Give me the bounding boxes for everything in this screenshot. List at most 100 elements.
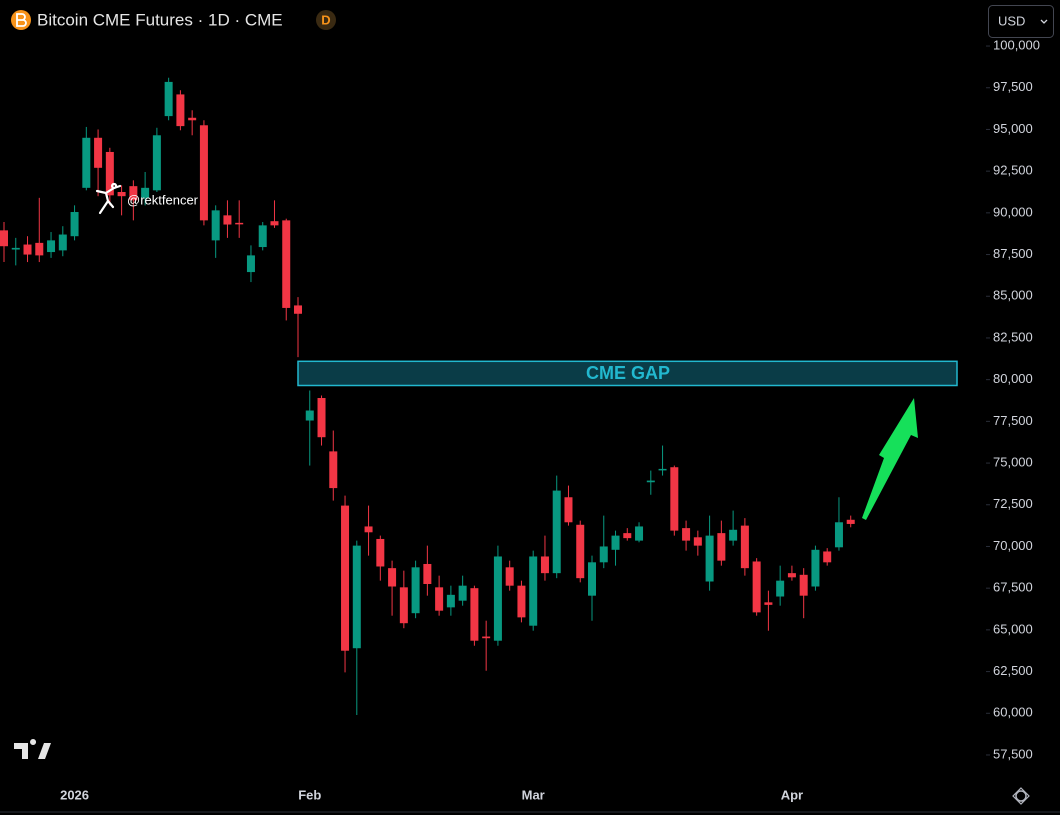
badge: D (321, 12, 330, 27)
candle-body (223, 215, 232, 225)
candle-body (846, 519, 855, 524)
y-tick-label: 75,000 (993, 454, 1033, 469)
gap-zone (297, 360, 958, 387)
candle-body (211, 210, 220, 241)
candle-body (588, 562, 596, 596)
candle-body (82, 137, 91, 188)
candle-body (611, 535, 620, 550)
candle-body (717, 533, 726, 561)
candle-body (682, 528, 691, 541)
candle-body (823, 551, 832, 563)
y-tick-label: 60,000 (993, 705, 1033, 720)
candle-body (517, 585, 526, 618)
candle-body (576, 524, 585, 579)
candle-body (117, 191, 126, 197)
currency-select[interactable] (988, 5, 1054, 38)
candle-body (776, 580, 785, 597)
candle-body (470, 588, 479, 641)
chart-title: Bitcoin CME Futures · 1D · CME (37, 10, 283, 29)
candle-body (0, 230, 8, 247)
candle-body (764, 602, 773, 605)
candle-body (740, 525, 749, 569)
x-tick-label: 2026 (60, 787, 89, 802)
y-tick-label: 82,500 (993, 329, 1033, 344)
candle-body (705, 535, 714, 582)
gap-label: CME GAP (586, 363, 670, 383)
x-tick-label: Feb (298, 787, 321, 802)
candle-body (458, 585, 467, 601)
candle-body (787, 573, 796, 578)
candle-body (246, 255, 255, 273)
candle-body (540, 556, 549, 574)
y-tick-label: 90,000 (993, 204, 1033, 219)
candle-body (493, 556, 502, 641)
watermark: @rektfencer (127, 192, 199, 207)
candle-body (270, 221, 279, 226)
y-tick-label: 65,000 (993, 621, 1033, 636)
badge-bg (316, 10, 336, 30)
candle-body (599, 546, 608, 563)
x-tick-label: Apr (781, 787, 803, 802)
candle-body (505, 567, 514, 586)
candle-body (47, 240, 56, 253)
bitcoin-glyph (16, 13, 27, 27)
candle-body (352, 545, 361, 649)
y-tick-label: 57,500 (993, 746, 1033, 761)
candle-body (482, 636, 491, 639)
y-tick-label: 92,500 (993, 163, 1033, 178)
candle-body (388, 568, 397, 587)
candle-body (199, 125, 208, 221)
plot-area (0, 77, 958, 715)
candle-body (435, 587, 444, 611)
candle-body (646, 480, 655, 483)
candle-body (811, 549, 820, 587)
candle-body (176, 94, 185, 127)
tv-logo (14, 739, 51, 759)
y-tick-label: 87,500 (993, 246, 1033, 261)
candle-body (564, 497, 573, 523)
candle-body (164, 81, 173, 117)
y-tick-label: 62,500 (993, 663, 1033, 678)
candle-body (670, 467, 679, 531)
chevron (1040, 19, 1048, 24)
y-tick-label: 85,000 (993, 288, 1033, 303)
candle-body (329, 451, 338, 489)
y-tick-label: 80,000 (993, 371, 1033, 386)
candle-body (258, 225, 267, 248)
candle-body (235, 222, 244, 225)
candle-body (23, 244, 32, 255)
settings-gear[interactable] (1012, 787, 1030, 805)
y-tick-label: 72,500 (993, 496, 1033, 511)
candle-body (35, 242, 44, 256)
candle-body (364, 526, 373, 533)
currency-label[interactable]: USD (998, 13, 1025, 28)
candle-body (834, 522, 843, 548)
candle-body (623, 533, 632, 539)
candle-body (799, 574, 808, 596)
candle-body (411, 567, 420, 614)
candle-body (94, 137, 103, 168)
candle-body (317, 398, 326, 438)
candle-body (141, 187, 150, 198)
candle-body (152, 135, 161, 191)
y-tick-label: 77,500 (993, 413, 1033, 428)
x-tick-label: Mar (522, 787, 545, 802)
y-tick-label: 67,500 (993, 580, 1033, 595)
arrow (862, 398, 918, 520)
y-tick-label: 100,000 (993, 37, 1040, 52)
candle-body (752, 561, 761, 613)
candle-body (129, 186, 138, 201)
candle-body (58, 234, 67, 251)
candle-body (729, 529, 738, 541)
candle-body (529, 556, 538, 626)
candle-body (341, 505, 350, 651)
candle-body (376, 538, 385, 567)
y-tick-label: 95,000 (993, 121, 1033, 136)
candle-body (70, 212, 79, 237)
settings-icon[interactable] (1015, 790, 1027, 802)
candle-body (693, 537, 702, 546)
y-tick-label: 97,500 (993, 79, 1033, 94)
